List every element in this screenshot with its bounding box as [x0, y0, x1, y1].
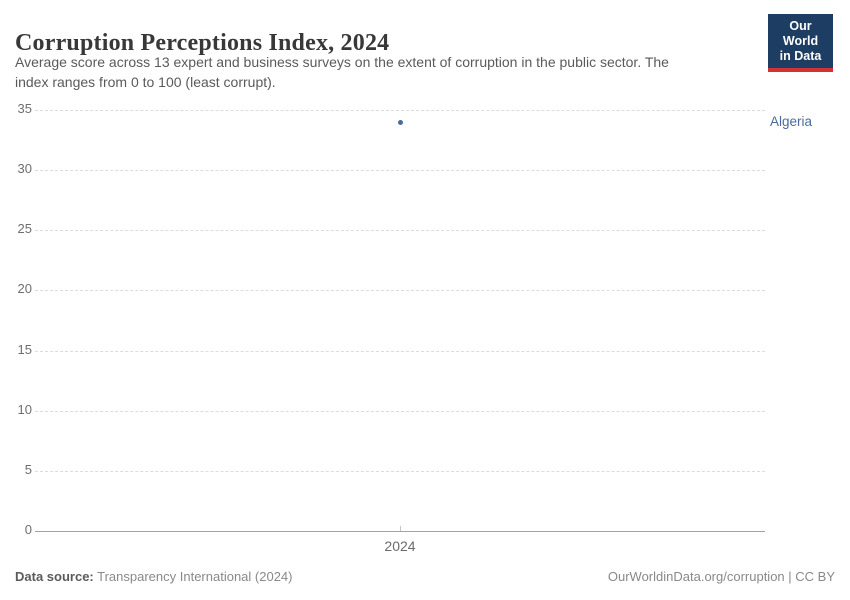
- chart-subtitle-line2: index ranges from 0 to 100 (least corrup…: [15, 74, 276, 90]
- y-tick-label: 30: [17, 161, 32, 177]
- attribution-link[interactable]: OurWorldinData.org/corruption | CC BY: [607, 569, 835, 584]
- entity-label[interactable]: Algeria: [770, 114, 813, 130]
- y-tick-label: 35: [17, 101, 32, 116]
- y-gridline: [35, 110, 765, 111]
- y-gridline: [35, 170, 765, 172]
- y-tick-label: 20: [17, 281, 32, 297]
- y-gridline: [35, 290, 765, 292]
- chart-footer: Data source: Transparency International …: [15, 569, 835, 584]
- y-tick-label: 10: [17, 401, 32, 417]
- data-point[interactable]: [397, 119, 403, 125]
- y-tick-label: 25: [17, 221, 32, 237]
- y-tick-label: 0: [24, 522, 32, 537]
- chart-subtitle: Average score across 13 expert and busin…: [15, 52, 669, 92]
- y-tick-label: 15: [17, 341, 32, 357]
- data-source-note: Data source: Transparency International …: [15, 569, 293, 584]
- data-source-label: Data source:: [15, 569, 94, 584]
- data-source-value: Transparency International (2024): [97, 569, 293, 584]
- owid-logo: Our World in Data: [768, 14, 833, 72]
- y-tick-label: 5: [24, 461, 32, 477]
- chart-subtitle-line1: Average score across 13 expert and busin…: [15, 54, 669, 70]
- page-title: Corruption Perceptions Index, 2024: [15, 30, 390, 57]
- x-tick: [399, 526, 401, 531]
- y-gridline: [35, 350, 765, 352]
- y-gridline: [35, 470, 765, 472]
- y-gridline: [35, 230, 765, 232]
- owid-logo-line2: in Data: [779, 49, 822, 63]
- x-axis-line: [35, 531, 765, 532]
- x-tick-label: 2024: [384, 538, 416, 554]
- y-gridline: [35, 410, 765, 412]
- owid-logo-line1: Our World: [782, 19, 819, 48]
